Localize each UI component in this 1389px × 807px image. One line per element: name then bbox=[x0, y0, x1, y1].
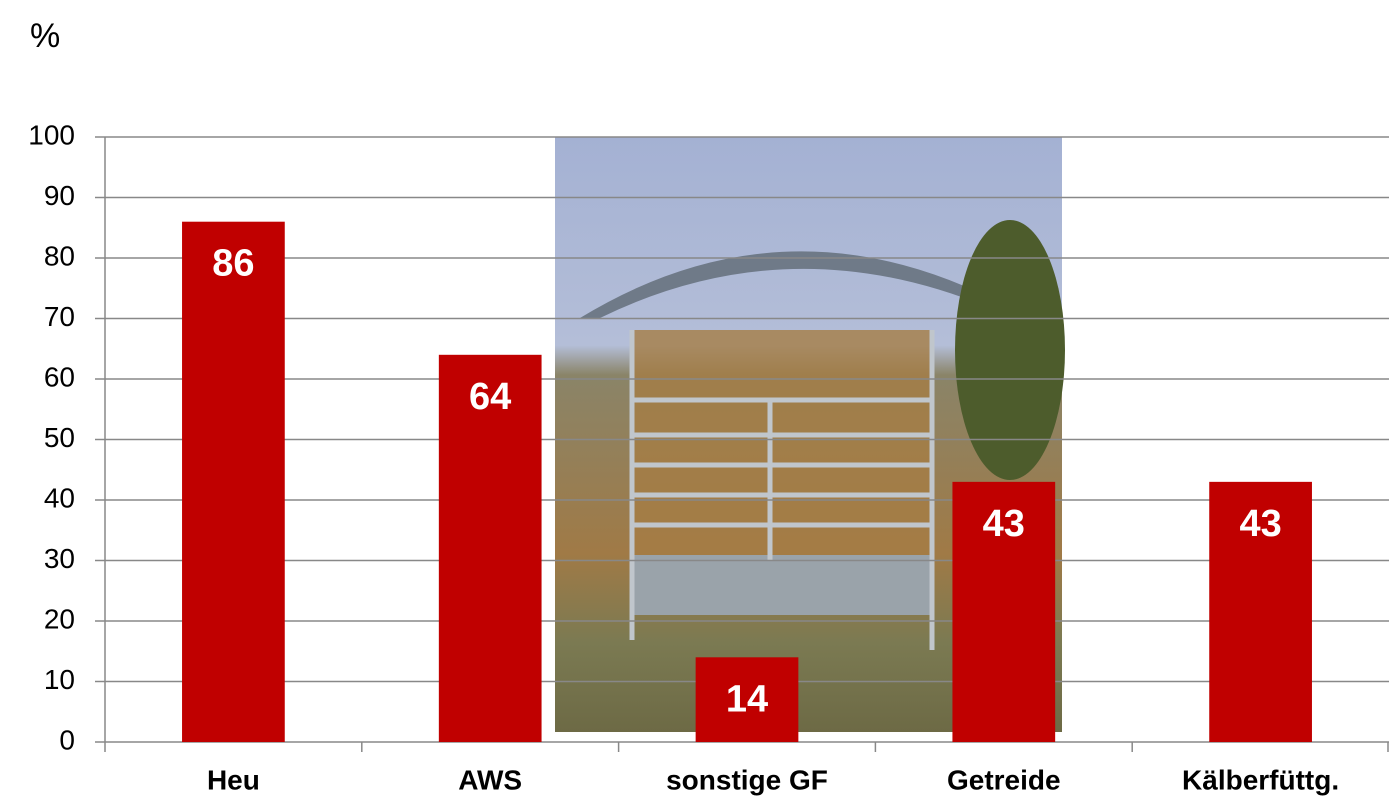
data-label: 64 bbox=[469, 376, 511, 418]
y-axis-label: % bbox=[30, 17, 60, 55]
y-tick-label: 70 bbox=[44, 301, 75, 332]
y-tick-label: 90 bbox=[44, 180, 75, 211]
data-label: 43 bbox=[983, 503, 1025, 545]
x-tick-label: Kälberfüttg. bbox=[1182, 764, 1339, 795]
y-tick-label: 10 bbox=[44, 664, 75, 695]
x-tick-label: Heu bbox=[207, 764, 260, 795]
y-tick-label: 60 bbox=[44, 361, 75, 392]
y-tick-label: 20 bbox=[44, 603, 75, 634]
y-tick-label: 100 bbox=[28, 119, 75, 150]
y-tick-label: 40 bbox=[44, 482, 75, 513]
chart: % 0 10 20 30 40 50 60 70 80 90 100 Heu 86 AWS 64 sonsti… bbox=[0, 0, 1389, 807]
y-tick-label: 80 bbox=[44, 240, 75, 271]
data-label: 86 bbox=[212, 243, 254, 285]
data-label: 14 bbox=[726, 678, 768, 720]
y-tick-label: 0 bbox=[59, 724, 75, 755]
y-tick-label: 30 bbox=[44, 543, 75, 574]
x-tick-label: AWS bbox=[458, 764, 522, 795]
data-label: 43 bbox=[1239, 503, 1281, 545]
y-tick-label: 50 bbox=[44, 422, 75, 453]
bar bbox=[182, 222, 285, 742]
x-tick-label: sonstige GF bbox=[666, 764, 828, 795]
x-tick-label: Getreide bbox=[947, 764, 1061, 795]
